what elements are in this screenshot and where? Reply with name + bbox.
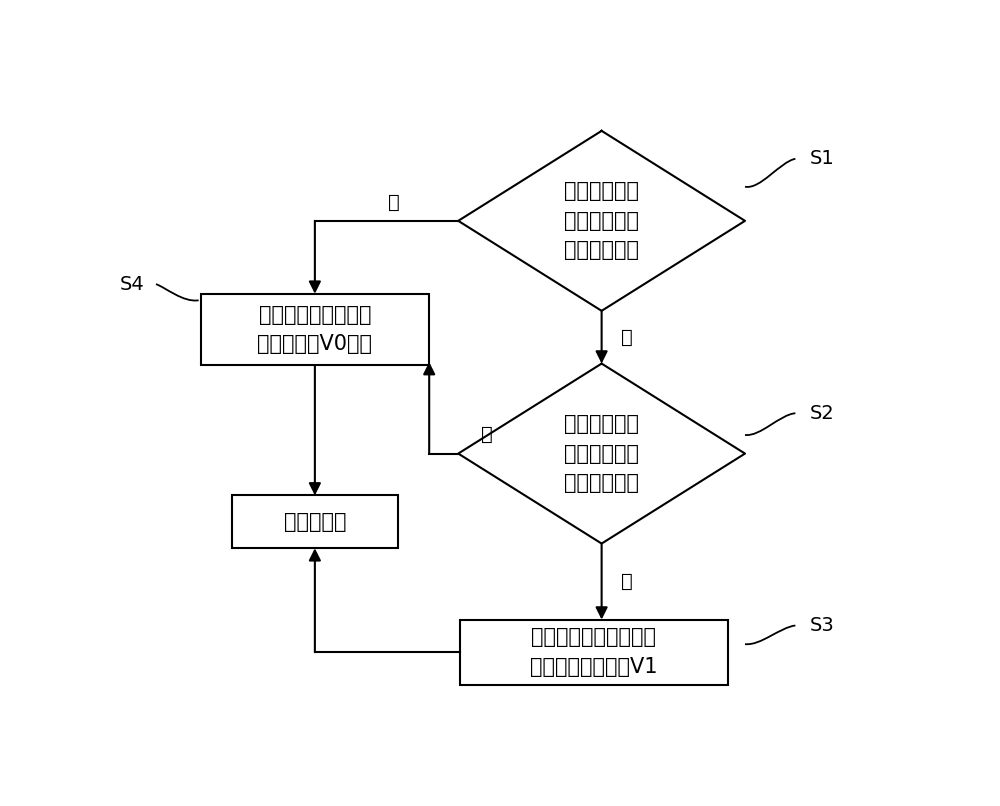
Text: S4: S4 bbox=[120, 275, 144, 293]
Polygon shape bbox=[458, 364, 745, 543]
Text: S1: S1 bbox=[809, 149, 834, 168]
Text: 根据运动速度
判断关门阻力
是否大于阈值: 根据运动速度 判断关门阻力 是否大于阈值 bbox=[564, 414, 639, 493]
Text: 门机控制器控制门机
以正常速度V0运行: 门机控制器控制门机 以正常速度V0运行 bbox=[257, 305, 372, 355]
Text: 否: 否 bbox=[482, 426, 493, 444]
Bar bbox=[460, 620, 728, 685]
Text: 门机控制器降低门机运
行速度到第一速度V1: 门机控制器降低门机运 行速度到第一速度V1 bbox=[530, 627, 658, 677]
Bar bbox=[201, 293, 429, 365]
Text: S2: S2 bbox=[809, 404, 834, 422]
Polygon shape bbox=[458, 131, 745, 311]
Text: S3: S3 bbox=[809, 616, 834, 635]
Text: 判断电梯关门
行程内是否无
乘客和无异物: 判断电梯关门 行程内是否无 乘客和无异物 bbox=[564, 181, 639, 260]
Text: 否: 否 bbox=[388, 193, 400, 211]
Text: 是: 是 bbox=[621, 572, 633, 591]
Text: 是: 是 bbox=[621, 328, 633, 347]
Text: 直至门关闭: 直至门关闭 bbox=[284, 512, 346, 532]
Bar bbox=[232, 496, 398, 548]
